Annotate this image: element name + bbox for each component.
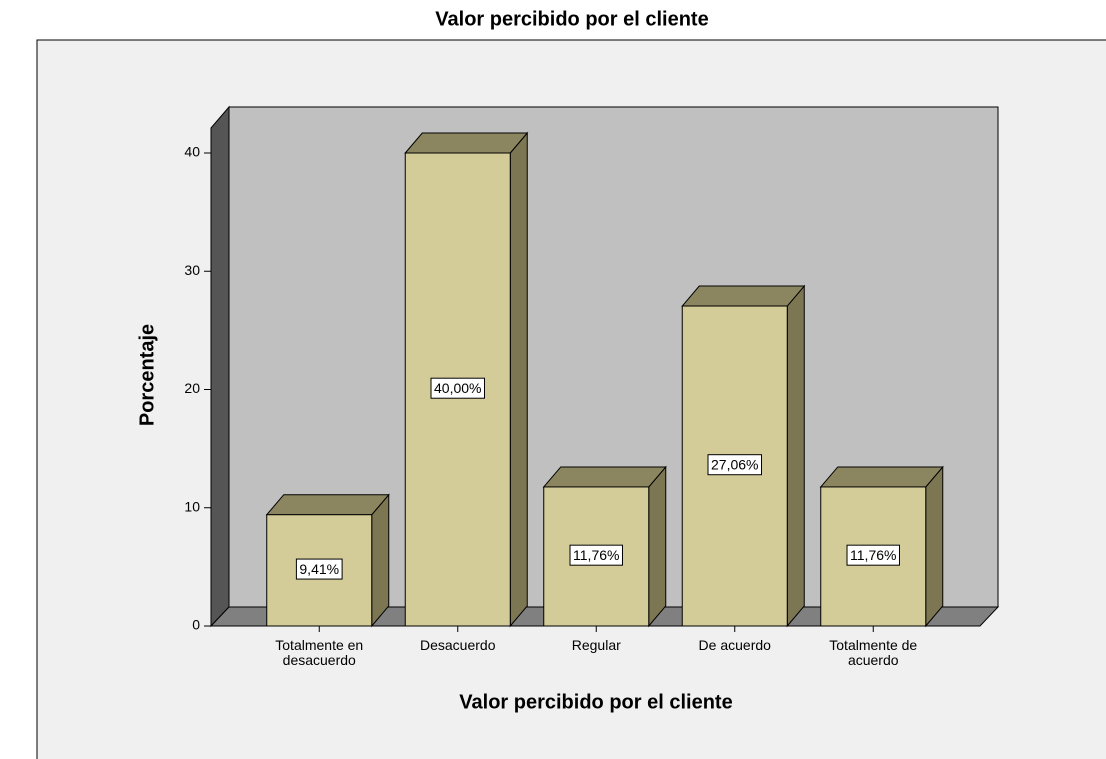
chart-title: Valor percibido por el cliente <box>435 8 708 30</box>
x-tick-label: Totalmente de acuerdo <box>829 637 918 668</box>
side-wall <box>210 105 230 628</box>
value-label-box <box>569 544 623 566</box>
value-label: 9,41% <box>299 561 339 577</box>
x-tick-label: Desacuerdo <box>420 637 496 653</box>
value-label-box <box>846 544 900 566</box>
value-label: 40,00% <box>434 380 481 396</box>
value-label-box <box>430 377 485 399</box>
y-tick-label: 40 <box>184 144 200 160</box>
bar-side <box>509 131 528 628</box>
value-label: 27,06% <box>711 457 758 473</box>
bar-side <box>371 493 390 628</box>
bar-top <box>681 285 806 307</box>
value-label-box <box>707 454 762 476</box>
bar-top <box>819 466 944 488</box>
bar-side <box>648 465 667 628</box>
value-label-box <box>295 558 343 580</box>
bar-top <box>542 466 667 488</box>
y-tick-label: 20 <box>184 380 200 396</box>
x-tick-label: De acuerdo <box>698 637 771 653</box>
y-tick-label: 0 <box>192 617 200 633</box>
x-tick-label: Totalmente en desacuerdo <box>275 637 364 668</box>
y-tick-label: 30 <box>184 262 200 278</box>
x-tick-label: Regular <box>571 637 621 653</box>
value-label: 11,76% <box>573 547 619 563</box>
y-tick-label: 10 <box>184 498 200 514</box>
x-axis-title: Valor percibido por el cliente <box>459 691 732 713</box>
value-label: 11,76% <box>850 547 896 563</box>
bar-side <box>786 284 805 628</box>
bar-top <box>265 494 390 516</box>
bar-side <box>925 465 944 628</box>
y-axis-title: Porcentaje <box>136 324 158 426</box>
bar-top <box>404 132 529 154</box>
